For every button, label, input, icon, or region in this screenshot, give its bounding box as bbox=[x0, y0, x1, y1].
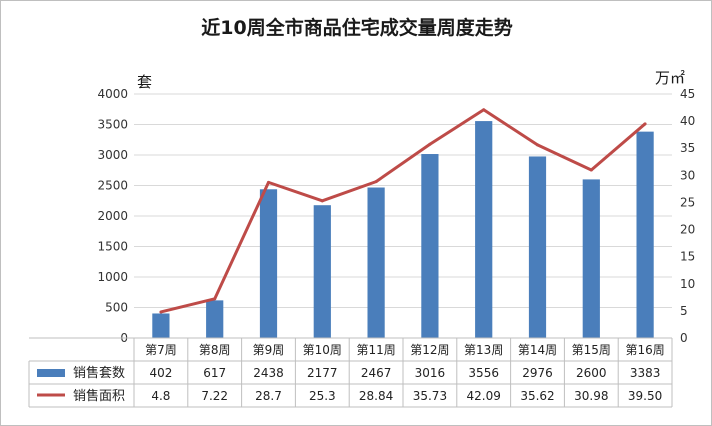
x-category-label: 第14周 bbox=[518, 343, 557, 357]
data-label-line: 42.09 bbox=[467, 389, 501, 403]
x-category-label: 第7周 bbox=[145, 343, 177, 357]
y-right-tick-label: 15 bbox=[680, 250, 695, 264]
bar bbox=[206, 300, 224, 338]
y-left-tick-label: 3500 bbox=[97, 118, 128, 132]
bar bbox=[367, 187, 385, 338]
data-label-line: 7.22 bbox=[201, 389, 228, 403]
data-label-bars: 3016 bbox=[415, 366, 446, 380]
legend-swatch-bars bbox=[37, 369, 65, 377]
line-point bbox=[320, 199, 324, 203]
chart-title: 近10周全市商品住宅成交量周度走势 bbox=[201, 17, 513, 39]
data-label-bars: 3383 bbox=[630, 366, 661, 380]
line-point bbox=[643, 122, 647, 126]
bar bbox=[259, 189, 278, 338]
x-category-label: 第10周 bbox=[303, 343, 342, 357]
legend-label-line: 销售面积 bbox=[73, 388, 125, 404]
left-axis-unit: 套 bbox=[137, 73, 153, 91]
data-label-line: 28.7 bbox=[255, 389, 282, 403]
line-point bbox=[428, 142, 432, 146]
x-category-label: 第9周 bbox=[253, 343, 285, 357]
data-label-bars: 617 bbox=[203, 366, 226, 380]
line-point bbox=[213, 297, 217, 301]
y-right-tick-label: 45 bbox=[680, 87, 695, 101]
y-left-tick-label: 2000 bbox=[97, 209, 128, 223]
data-label-bars: 2976 bbox=[522, 366, 553, 380]
bar bbox=[582, 179, 600, 338]
y-right-tick-label: 5 bbox=[680, 304, 688, 318]
data-label-bars: 3556 bbox=[468, 366, 499, 380]
y-left-tick-label: 2500 bbox=[97, 179, 128, 193]
bar bbox=[475, 121, 493, 338]
data-label-bars: 2438 bbox=[253, 366, 284, 380]
data-label-bars: 2177 bbox=[307, 366, 338, 380]
bar bbox=[636, 131, 654, 338]
legend-label-bars: 销售套数 bbox=[73, 365, 125, 381]
line-point bbox=[536, 143, 539, 147]
data-label-bars: 2600 bbox=[576, 366, 607, 380]
data-label-bars: 402 bbox=[149, 366, 172, 380]
line-point bbox=[267, 180, 270, 184]
y-left-tick-label: 1500 bbox=[97, 240, 128, 254]
x-category-label: 第8周 bbox=[199, 343, 231, 357]
y-left-tick-label: 3000 bbox=[97, 148, 128, 162]
bar bbox=[528, 156, 547, 338]
data-label-line: 39.50 bbox=[628, 389, 662, 403]
x-category-label: 第16周 bbox=[625, 343, 664, 357]
data-label-line: 25.3 bbox=[309, 389, 336, 403]
line-point bbox=[374, 180, 378, 184]
y-right-tick-label: 35 bbox=[680, 141, 695, 155]
line-point bbox=[159, 310, 163, 314]
line-point bbox=[482, 108, 486, 112]
y-right-tick-label: 40 bbox=[680, 114, 695, 128]
y-right-tick-label: 25 bbox=[680, 195, 695, 209]
data-label-line: 35.73 bbox=[413, 389, 447, 403]
bar bbox=[421, 154, 439, 338]
area-line bbox=[160, 108, 647, 314]
x-category-label: 第15周 bbox=[572, 343, 611, 357]
y-right-tick-label: 20 bbox=[680, 223, 695, 237]
y-right-tick-label: 10 bbox=[680, 277, 695, 291]
bar bbox=[313, 205, 331, 338]
x-category-label: 第13周 bbox=[464, 343, 503, 357]
y-right-tick-label: 30 bbox=[680, 168, 695, 182]
x-category-label: 第11周 bbox=[356, 343, 395, 357]
y-right-tick-label: 0 bbox=[680, 331, 688, 345]
right-axis-unit: 万㎡ bbox=[655, 69, 686, 87]
data-label-line: 35.62 bbox=[520, 389, 554, 403]
line-point bbox=[589, 168, 593, 172]
y-left-tick-label: 4000 bbox=[97, 87, 128, 101]
x-category-label: 第12周 bbox=[410, 343, 449, 357]
data-label-bars: 2467 bbox=[361, 366, 392, 380]
data-label-line: 28.84 bbox=[359, 389, 393, 403]
data-label-line: 30.98 bbox=[574, 389, 608, 403]
y-left-tick-label: 500 bbox=[105, 301, 128, 315]
y-left-tick-label: 1000 bbox=[97, 270, 128, 284]
bar bbox=[152, 313, 170, 338]
data-label-line: 4.8 bbox=[151, 389, 170, 403]
